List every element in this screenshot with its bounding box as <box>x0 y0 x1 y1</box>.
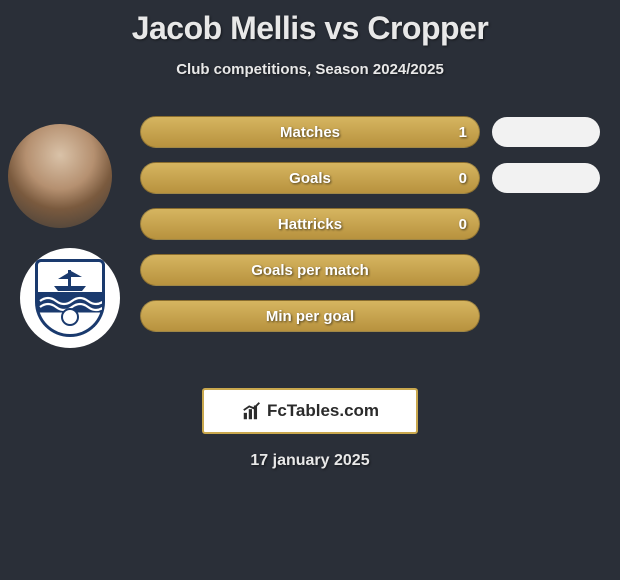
stat-label: Hattricks <box>278 216 342 233</box>
ship-icon <box>50 268 90 292</box>
stat-bar: Min per goal <box>140 300 480 332</box>
comparison-content: Matches 1 Goals 0 Hattricks 0 Goals per match M… <box>0 116 620 376</box>
stat-label: Min per goal <box>266 308 354 325</box>
stat-value: 0 <box>459 170 467 187</box>
stat-label: Matches <box>280 124 340 141</box>
club-crest-icon <box>35 259 105 337</box>
stat-bar: Hattricks 0 <box>140 208 480 240</box>
site-brand-badge[interactable]: FcTables.com <box>202 388 418 434</box>
stat-bar: Matches 1 <box>140 116 480 148</box>
footer-date: 17 january 2025 <box>0 452 620 470</box>
stat-bar: Goals 0 <box>140 162 480 194</box>
stat-bar: Goals per match <box>140 254 480 286</box>
opponent-pills <box>492 116 600 209</box>
page-title: Jacob Mellis vs Cropper <box>0 0 620 47</box>
opponent-stat-pill <box>492 163 600 193</box>
football-icon <box>61 308 79 326</box>
subtitle: Club competitions, Season 2024/2025 <box>0 61 620 78</box>
player-avatar <box>8 124 112 228</box>
opponent-stat-pill <box>492 117 600 147</box>
stat-bars: Matches 1 Goals 0 Hattricks 0 Goals per match M… <box>140 116 480 346</box>
stat-label: Goals <box>289 170 331 187</box>
stat-label: Goals per match <box>251 262 369 279</box>
club-badge <box>20 248 120 348</box>
stat-value: 1 <box>459 124 467 141</box>
site-brand-text: FcTables.com <box>267 401 379 421</box>
stat-value: 0 <box>459 216 467 233</box>
bar-chart-icon <box>241 400 263 422</box>
